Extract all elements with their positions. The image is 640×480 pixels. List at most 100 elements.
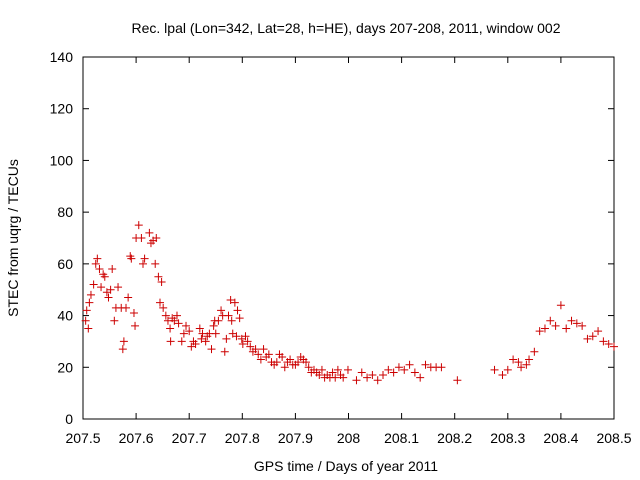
data-point [379,371,388,380]
y-axis-label: STEC from uqrg / TECUs [5,159,21,317]
x-tick-label: 207.7 [172,430,207,446]
data-point [134,221,143,230]
data-point [137,234,146,242]
data-point [517,363,526,372]
data-point [302,358,311,367]
data-point [394,363,403,372]
data-point [368,371,377,380]
y-tick-label: 120 [50,101,74,117]
data-point [373,376,382,385]
data-point [405,360,414,369]
y-tick-label: 20 [57,359,73,375]
x-axis-label: GPS time / Days of year 2011 [254,458,438,474]
data-point [280,363,289,372]
data-point [389,368,398,377]
data-points [81,221,618,385]
data-point [91,259,100,268]
data-point [453,376,462,385]
data-point [264,350,273,359]
data-point [152,234,161,242]
y-tick-label: 60 [57,256,73,272]
data-point [343,365,352,374]
data-point [197,334,206,343]
data-point [151,259,160,268]
data-point [272,358,281,367]
x-tick-label: 207.5 [65,430,100,446]
data-point [214,316,223,325]
data-point [230,298,239,307]
x-tick-label: 208.4 [543,430,578,446]
data-point [256,355,265,364]
y-tick-label: 100 [50,152,74,168]
data-point [421,360,430,369]
data-point [232,332,241,341]
data-point [328,368,337,377]
data-point [339,373,348,382]
y-tick-label: 40 [57,308,73,324]
data-point [93,254,102,263]
data-point [140,254,149,263]
x-tick-label: 207.9 [278,430,313,446]
data-point [551,321,560,330]
data-point [304,363,313,372]
data-point [352,376,361,385]
data-point [82,306,91,315]
data-point [95,265,104,274]
data-point [410,368,419,377]
data-point [572,319,581,328]
data-point [166,324,175,333]
data-point [562,324,571,333]
data-point [131,321,140,330]
data-point [159,303,168,312]
data-point [145,228,154,237]
data-point [139,259,148,268]
data-point [594,327,603,336]
data-point [106,285,115,294]
data-point [182,321,191,330]
x-tick-label: 207.6 [119,430,154,446]
x-tick-label: 208.2 [437,430,472,446]
data-point [503,365,512,374]
data-point [251,345,260,354]
data-point [166,337,175,346]
data-point [437,363,446,372]
data-point [198,329,207,338]
data-point [100,272,109,281]
data-point [227,316,236,325]
data-point [185,327,194,336]
data-point [315,371,324,380]
plot-area-frame [82,56,615,420]
data-point [207,345,216,354]
data-point [530,347,539,356]
data-point [357,368,366,377]
data-point [172,311,181,320]
data-point [604,340,613,349]
data-point [567,316,576,325]
data-point [224,311,233,320]
data-point [400,365,409,374]
data-point [155,298,164,307]
data-point [191,340,200,349]
data-point [122,303,131,312]
data-point [498,371,507,380]
data-point [86,290,95,299]
data-point [85,298,94,307]
data-point [129,308,138,317]
chart-title: Rec. lpal (Lon=342, Lat=28, h=HE), days … [132,20,561,36]
data-point [540,324,549,333]
data-point [119,337,128,346]
data-point [333,365,342,374]
data-point [118,345,127,354]
data-point [179,329,188,338]
data-point [514,358,523,367]
data-point [259,345,268,354]
data-point [363,373,372,382]
data-point [294,358,303,367]
data-point [556,301,565,310]
data-point [578,321,587,330]
data-point [317,365,326,374]
data-point [81,316,90,325]
data-point [97,283,106,292]
data-point [195,324,204,333]
